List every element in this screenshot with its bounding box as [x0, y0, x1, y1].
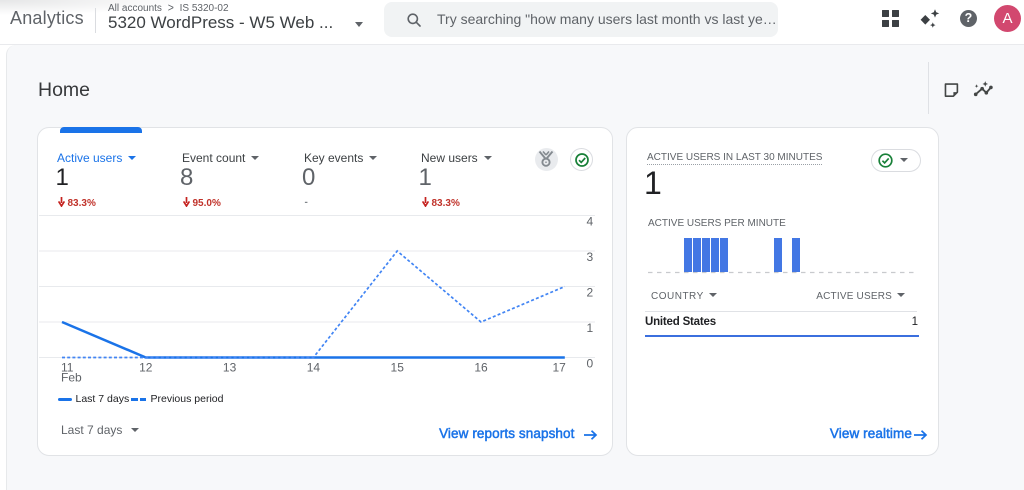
svg-text:11: 11	[61, 361, 74, 375]
svg-text:14: 14	[307, 361, 321, 375]
svg-text:Feb: Feb	[61, 371, 82, 385]
svg-text:12: 12	[139, 361, 153, 375]
svg-text:2: 2	[587, 286, 594, 300]
svg-text:4: 4	[587, 215, 594, 229]
svg-text:3: 3	[587, 250, 594, 264]
svg-text:17: 17	[552, 361, 566, 375]
svg-text:13: 13	[223, 361, 237, 375]
svg-text:16: 16	[474, 361, 488, 375]
svg-text:15: 15	[391, 361, 405, 375]
svg-text:0: 0	[587, 357, 594, 371]
svg-text:1: 1	[587, 321, 594, 335]
